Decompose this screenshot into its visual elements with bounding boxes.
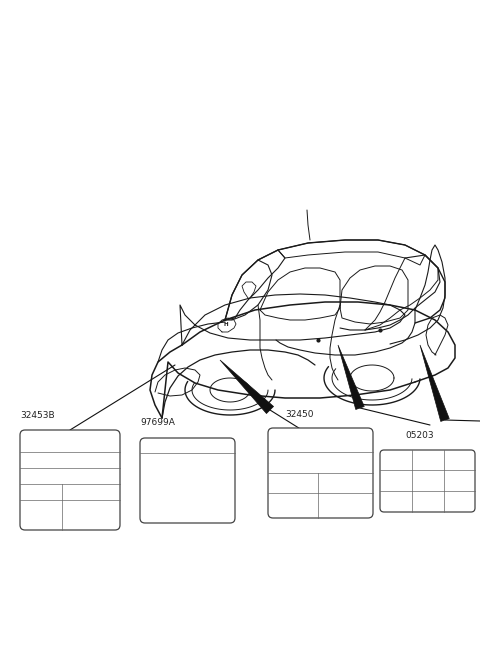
Text: 32450: 32450: [285, 410, 313, 419]
Text: 32453B: 32453B: [20, 411, 55, 420]
Polygon shape: [338, 345, 364, 409]
FancyBboxPatch shape: [20, 430, 120, 530]
Polygon shape: [420, 345, 449, 421]
Polygon shape: [220, 360, 274, 413]
Text: 05203: 05203: [405, 431, 433, 440]
FancyBboxPatch shape: [380, 450, 475, 512]
Text: H: H: [224, 322, 228, 328]
FancyBboxPatch shape: [268, 428, 373, 518]
FancyBboxPatch shape: [140, 438, 235, 523]
Text: 97699A: 97699A: [140, 418, 175, 427]
